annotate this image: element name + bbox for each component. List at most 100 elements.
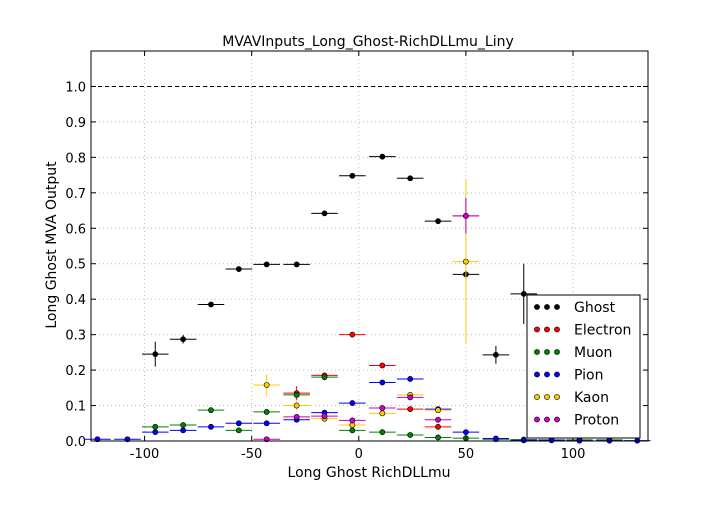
data-point (349, 331, 356, 338)
data-point (208, 301, 214, 308)
y-tick-label: 0.1 (65, 400, 86, 415)
data-point (349, 400, 356, 406)
data-point (208, 407, 214, 414)
legend-marker (534, 349, 540, 355)
legend-label: Proton (574, 413, 619, 429)
y-tick-label: 0.5 (65, 258, 86, 273)
data-point (349, 427, 356, 434)
y-axis-label: Long Ghost MVA Output (44, 161, 60, 329)
data-point (263, 420, 270, 427)
data-point (321, 210, 328, 217)
data-point (435, 423, 441, 430)
legend-marker (544, 304, 550, 310)
y-tick-label: 0.2 (65, 364, 86, 379)
data-point (520, 290, 527, 297)
y-tick-label: 1.0 (65, 80, 86, 95)
data-point (407, 406, 414, 412)
legend-entry-muon: Muon (534, 345, 612, 361)
data-point (435, 416, 441, 423)
legend-label: Muon (574, 345, 612, 361)
legend-entry-ghost: Ghost (534, 300, 616, 316)
data-point (152, 423, 159, 430)
legend-marker (534, 416, 540, 423)
legend-marker (544, 394, 550, 400)
legend-label: Pion (574, 368, 603, 384)
x-tick-label: 100 (561, 447, 586, 462)
data-point (321, 374, 328, 381)
data-point (180, 336, 187, 343)
data-point (349, 417, 356, 424)
data-point (379, 362, 386, 369)
legend-marker (534, 371, 540, 378)
y-tick-label: 0.4 (65, 293, 86, 308)
data-point (435, 407, 441, 414)
legend-marker (544, 349, 550, 355)
legend-marker (544, 371, 550, 378)
data-point (407, 394, 414, 401)
data-point (293, 402, 300, 409)
data-point (235, 427, 242, 434)
series-proton (253, 198, 480, 443)
data-point (152, 351, 159, 358)
data-point (180, 427, 187, 434)
data-point (379, 410, 386, 417)
legend-marker (554, 416, 560, 423)
tick-layer: -100 -50 0 50 100 0.0 0.1 0.2 0.3 0.4 0.5 0.6 0.7 0.8… (65, 51, 648, 462)
legend-entry-electron: Electron (534, 323, 631, 339)
data-point (293, 413, 300, 420)
x-tick-label: 50 (458, 447, 475, 462)
x-tick-label: 0 (355, 447, 363, 462)
legend-marker (554, 326, 560, 333)
data-point (492, 435, 499, 442)
data-point (463, 429, 469, 436)
data-point (435, 434, 441, 441)
data-point (379, 379, 386, 386)
data-point (293, 261, 300, 268)
legend: Ghost Electron Muon Pion Kaon Proton (526, 294, 641, 439)
series-kaon (253, 180, 480, 428)
data-point (321, 413, 328, 420)
data-point (263, 261, 270, 268)
data-point (235, 266, 242, 272)
legend-marker (534, 304, 540, 310)
plot-frame (90, 50, 649, 442)
data-point (293, 392, 300, 398)
y-tick-label: 0.6 (65, 222, 86, 237)
data-point (407, 175, 414, 182)
data-point (463, 258, 469, 265)
data-point (152, 429, 159, 436)
x-tick-label: -50 (241, 447, 262, 462)
data-point (379, 405, 386, 411)
data-point (492, 351, 499, 358)
legend-marker (554, 304, 560, 310)
data-point (349, 172, 356, 179)
y-tick-label: 0.9 (65, 116, 86, 131)
data-point (407, 432, 414, 438)
legend-marker (554, 394, 560, 400)
legend-label: Kaon (574, 390, 609, 406)
legend-entry-proton: Proton (534, 413, 619, 429)
legend-marker (544, 416, 550, 423)
x-tick-label: -100 (130, 447, 160, 462)
data-point (208, 423, 214, 430)
series-ghost (141, 153, 538, 367)
x-axis-label: Long Ghost RichDLLmu (288, 465, 451, 481)
y-tick-label: 0.8 (65, 151, 86, 166)
legend-label: Ghost (574, 300, 616, 316)
data-point (379, 429, 386, 436)
legend-marker (554, 371, 560, 378)
data-point (180, 422, 187, 428)
data-point (435, 218, 441, 225)
legend-marker (544, 326, 550, 333)
data-point (235, 420, 242, 427)
data-point (520, 437, 527, 444)
y-tick-label: 0.3 (65, 329, 86, 344)
chart-title: MVAVInputs_Long_Ghost-RichDLLmu_Liny (222, 34, 514, 50)
data-point (263, 409, 270, 415)
y-tick-label: 0.0 (65, 435, 86, 450)
legend-label: Electron (574, 323, 631, 339)
legend-entry-kaon: Kaon (534, 390, 609, 406)
legend-marker (554, 349, 560, 355)
legend-entry-pion: Pion (534, 368, 603, 384)
